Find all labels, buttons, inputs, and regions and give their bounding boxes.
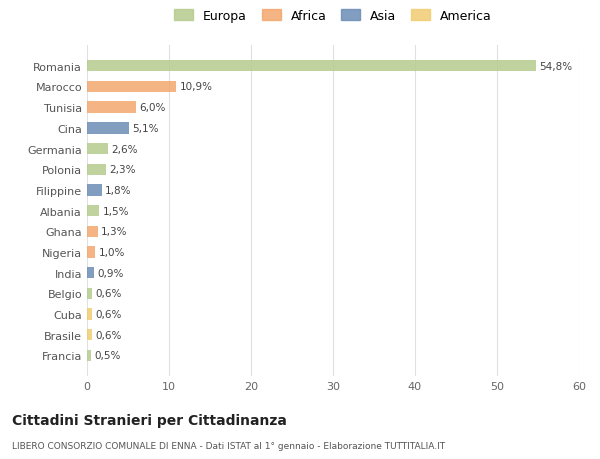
Text: 0,6%: 0,6% <box>95 289 122 299</box>
Text: 1,0%: 1,0% <box>98 247 125 257</box>
Text: 1,3%: 1,3% <box>101 227 127 237</box>
Bar <box>87 350 91 361</box>
Text: 5,1%: 5,1% <box>132 123 158 134</box>
Text: 1,8%: 1,8% <box>105 185 131 196</box>
Text: 0,5%: 0,5% <box>94 351 121 361</box>
Bar <box>87 164 106 175</box>
Text: 54,8%: 54,8% <box>539 62 573 72</box>
Bar <box>87 309 92 320</box>
Text: 10,9%: 10,9% <box>179 82 212 92</box>
Bar <box>87 82 176 93</box>
Bar <box>87 185 102 196</box>
Bar <box>87 330 92 341</box>
Bar <box>87 206 100 217</box>
Bar <box>87 268 94 279</box>
Legend: Europa, Africa, Asia, America: Europa, Africa, Asia, America <box>170 6 496 26</box>
Bar <box>87 102 136 113</box>
Text: 1,5%: 1,5% <box>103 206 129 216</box>
Text: 0,6%: 0,6% <box>95 330 122 340</box>
Text: 0,6%: 0,6% <box>95 309 122 319</box>
Bar <box>87 144 109 155</box>
Bar <box>87 288 92 299</box>
Text: 0,9%: 0,9% <box>98 268 124 278</box>
Text: 2,6%: 2,6% <box>112 144 138 154</box>
Text: LIBERO CONSORZIO COMUNALE DI ENNA - Dati ISTAT al 1° gennaio - Elaborazione TUTT: LIBERO CONSORZIO COMUNALE DI ENNA - Dati… <box>12 441 445 450</box>
Bar <box>87 226 98 237</box>
Text: 2,3%: 2,3% <box>109 165 136 175</box>
Text: Cittadini Stranieri per Cittadinanza: Cittadini Stranieri per Cittadinanza <box>12 413 287 427</box>
Bar <box>87 61 536 72</box>
Bar <box>87 123 129 134</box>
Text: 6,0%: 6,0% <box>139 103 166 113</box>
Bar <box>87 247 95 258</box>
